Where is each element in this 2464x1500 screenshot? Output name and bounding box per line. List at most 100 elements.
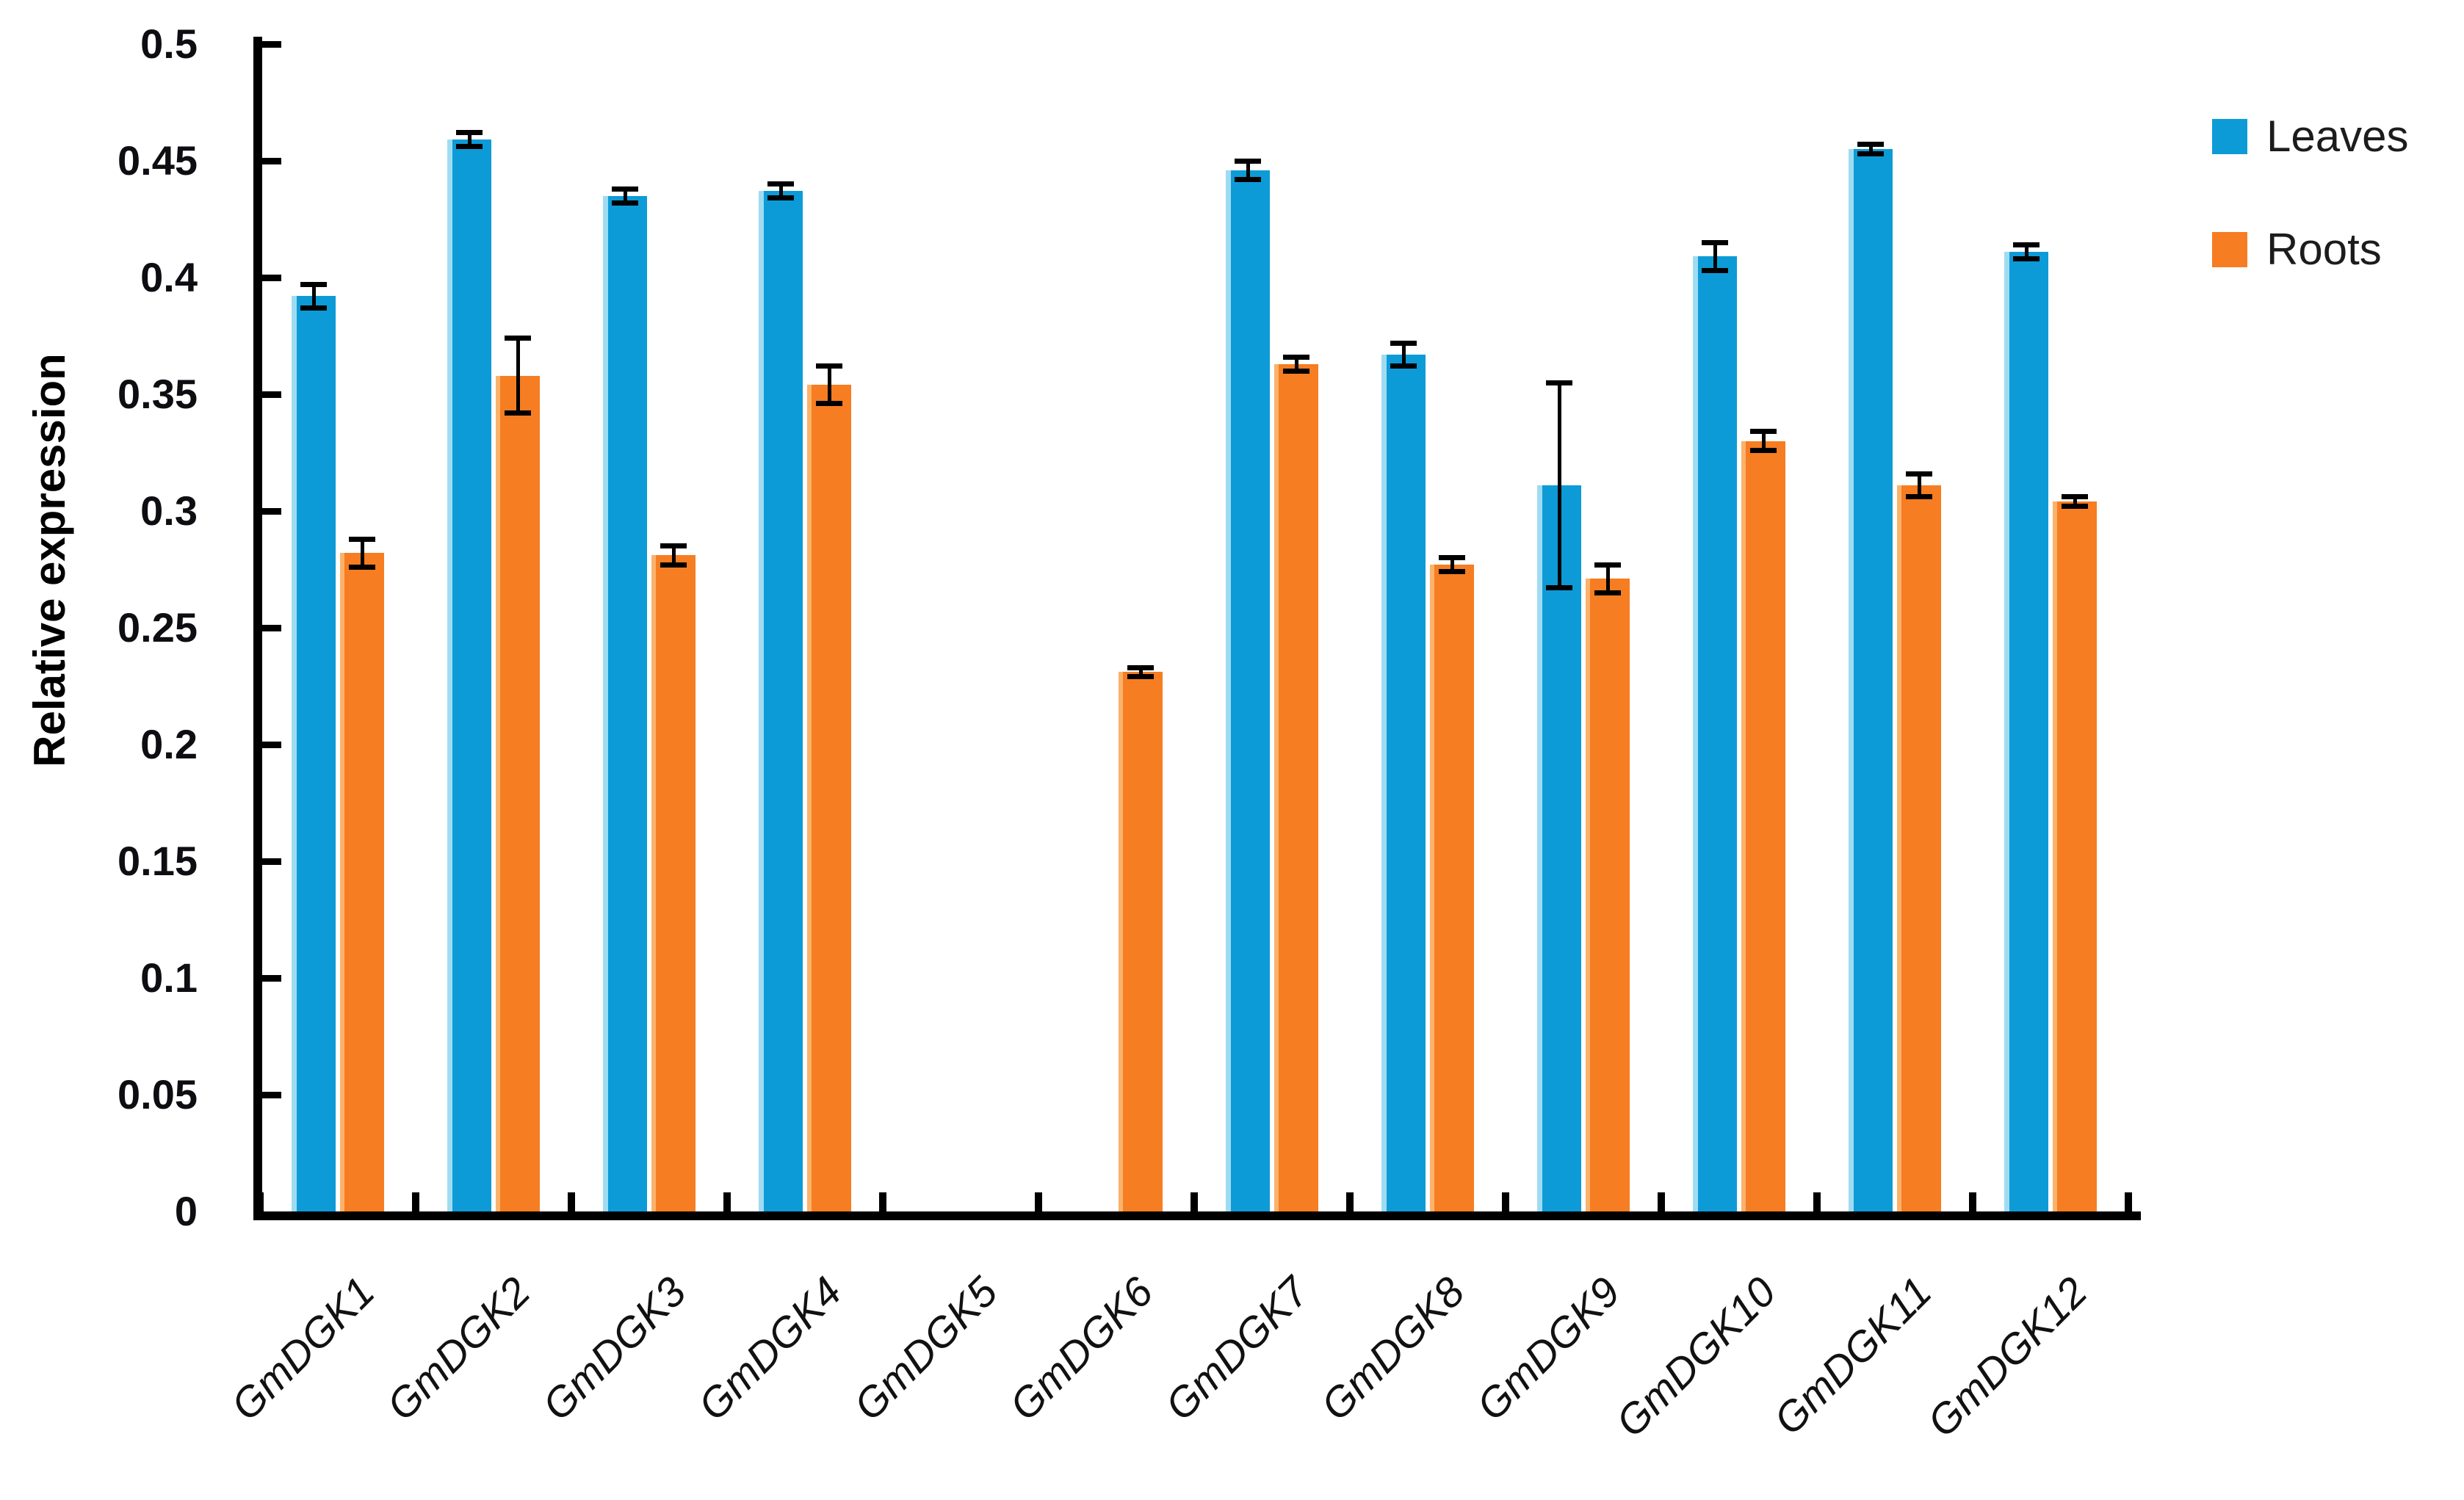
bar-leaves-GmDGK11 bbox=[1849, 149, 1893, 1211]
bar-leaves-GmDGK8 bbox=[1381, 354, 1426, 1211]
error-bar-line bbox=[1761, 431, 1766, 451]
roots-swatch-icon bbox=[2212, 232, 2247, 267]
y-tick-label: 0.2 bbox=[140, 721, 198, 767]
x-tick bbox=[1502, 1192, 1509, 1211]
legend-item-leaves: Leaves bbox=[2212, 115, 2464, 159]
error-bar-cap-bottom bbox=[660, 562, 687, 568]
bar-roots-GmDGK11 bbox=[1897, 485, 1941, 1211]
x-axis-line bbox=[253, 1211, 2141, 1220]
error-bar-line bbox=[1917, 474, 1921, 497]
y-tick-label: 0.4 bbox=[140, 254, 198, 300]
error-bar-line bbox=[311, 284, 316, 308]
bar-leaves-GmDGK7 bbox=[1226, 170, 1270, 1211]
error-bar-cap-top bbox=[349, 536, 375, 542]
x-tick bbox=[1813, 1192, 1821, 1211]
error-bar-cap-bottom bbox=[456, 144, 483, 150]
legend-item-roots: Roots bbox=[2212, 228, 2464, 272]
bar-leaves-GmDGK4 bbox=[759, 191, 803, 1211]
error-bar-cap-top bbox=[816, 363, 842, 369]
error-bar-line bbox=[360, 539, 364, 568]
y-tick-label: 0 bbox=[174, 1188, 198, 1234]
error-bar-cap-bottom bbox=[1594, 590, 1621, 595]
y-tick-label: 0.3 bbox=[140, 488, 198, 534]
y-tick bbox=[262, 858, 281, 865]
y-tick bbox=[262, 507, 281, 515]
error-bar-cap-top bbox=[1906, 471, 1932, 477]
error-bar-cap-top bbox=[1390, 340, 1417, 346]
error-bar-cap-top bbox=[1235, 158, 1261, 164]
y-tick-label: 0.25 bbox=[118, 604, 198, 651]
error-bar-cap-top bbox=[767, 181, 794, 187]
error-bar-cap-bottom bbox=[1283, 368, 1309, 374]
y-axis-title: Relative expression bbox=[25, 353, 74, 767]
x-tick bbox=[1969, 1192, 1976, 1211]
error-bar-cap-bottom bbox=[1546, 585, 1572, 591]
error-bar-cap-bottom bbox=[1750, 447, 1777, 453]
error-bar-cap-bottom bbox=[767, 195, 794, 201]
error-bar-cap-bottom bbox=[1235, 176, 1261, 182]
error-bar-cap-top bbox=[1439, 555, 1465, 561]
bar-roots-GmDGK2 bbox=[496, 375, 540, 1211]
x-tick bbox=[723, 1192, 731, 1211]
bar-roots-GmDGK6 bbox=[1119, 672, 1163, 1211]
bar-leaves-GmDGK2 bbox=[447, 140, 491, 1211]
bar-roots-GmDGK12 bbox=[2053, 501, 2097, 1211]
error-bar-line bbox=[827, 366, 831, 404]
error-bar-line bbox=[1246, 161, 1250, 180]
x-tick bbox=[879, 1192, 886, 1211]
error-bar-line bbox=[1294, 357, 1298, 372]
y-tick-label: 0.45 bbox=[118, 137, 198, 184]
error-bar-cap-bottom bbox=[349, 564, 375, 570]
error-bar-line bbox=[1401, 343, 1406, 366]
error-bar-cap-bottom bbox=[1127, 674, 1154, 680]
y-tick-label: 0.35 bbox=[118, 371, 198, 417]
bar-roots-GmDGK8 bbox=[1430, 565, 1474, 1211]
x-tick bbox=[2125, 1192, 2132, 1211]
error-bar-cap-bottom bbox=[505, 410, 531, 416]
error-bar-line bbox=[1868, 144, 1873, 154]
bar-leaves-GmDGK9 bbox=[1537, 485, 1581, 1211]
bar-leaves-GmDGK1 bbox=[292, 296, 336, 1211]
error-bar-cap-top bbox=[1750, 429, 1777, 435]
error-bar-line bbox=[2073, 496, 2077, 507]
error-bar-cap-bottom bbox=[612, 200, 638, 206]
y-tick bbox=[262, 40, 281, 48]
error-bar-line bbox=[671, 546, 676, 565]
error-bar-cap-bottom bbox=[300, 305, 327, 311]
bar-roots-GmDGK3 bbox=[651, 555, 696, 1211]
error-bar-cap-top bbox=[2062, 494, 2088, 500]
y-axis-line bbox=[253, 37, 262, 1220]
error-bar-line bbox=[1605, 565, 1610, 593]
bar-roots-GmDGK7 bbox=[1274, 363, 1318, 1211]
y-tick-label: 0.15 bbox=[118, 838, 198, 884]
y-tick bbox=[262, 741, 281, 748]
error-bar-cap-top bbox=[660, 543, 687, 549]
x-tick bbox=[1658, 1192, 1665, 1211]
y-tick bbox=[262, 274, 281, 281]
error-bar-cap-top bbox=[1283, 354, 1309, 360]
legend-label-roots: Roots bbox=[2266, 225, 2382, 274]
legend: Leaves Roots bbox=[2212, 115, 2464, 341]
error-bar-cap-bottom bbox=[1390, 363, 1417, 369]
error-bar-line bbox=[1450, 557, 1454, 572]
error-bar-cap-top bbox=[1702, 239, 1728, 245]
error-bar-cap-bottom bbox=[1906, 494, 1932, 500]
error-bar-cap-bottom bbox=[1857, 151, 1884, 156]
error-bar-cap-bottom bbox=[1439, 569, 1465, 575]
y-tick bbox=[262, 157, 281, 164]
y-tick bbox=[262, 974, 281, 982]
x-tick bbox=[568, 1192, 575, 1211]
x-tick-label: GmDGK12 bbox=[1918, 1268, 2097, 1446]
y-tick bbox=[262, 1091, 281, 1098]
error-bar-line bbox=[467, 132, 472, 147]
x-tick bbox=[1191, 1192, 1198, 1211]
x-tick bbox=[1346, 1192, 1354, 1211]
bar-leaves-GmDGK3 bbox=[603, 195, 647, 1211]
bar-leaves-GmDGK10 bbox=[1693, 256, 1737, 1211]
error-bar-line bbox=[623, 189, 627, 203]
y-tick bbox=[262, 391, 281, 398]
error-bar-cap-bottom bbox=[816, 401, 842, 407]
x-tick bbox=[256, 1192, 264, 1211]
x-tick bbox=[1035, 1192, 1042, 1211]
error-bar-line bbox=[1713, 242, 1717, 271]
